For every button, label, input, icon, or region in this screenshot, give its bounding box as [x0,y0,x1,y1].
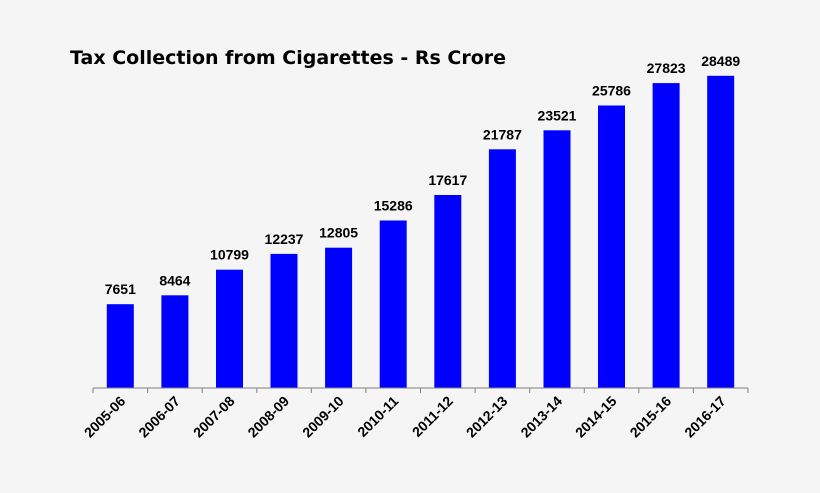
category-labels-group: 2005-06 2006-07 2007-08 2008-09 2009-10 2010-… [81,393,729,441]
category-label-2013-14: 2013-14 [517,393,565,441]
value-label-2007-08: 10799 [210,247,249,263]
bar-2014-15 [598,105,625,388]
bar-2012-13 [488,149,516,388]
value-label-2013-14: 23521 [538,107,577,123]
category-label-2009-10: 2009-10 [299,393,347,441]
category-label-2014-15: 2014-15 [572,393,620,441]
value-label-2005-06: 7651 [105,281,136,297]
value-label-2011-12: 17617 [428,172,467,188]
value-label-2010-11: 15286 [374,198,413,214]
bar-2008-09 [270,253,298,388]
category-label-2007-08: 2007-08 [190,393,238,441]
category-label-2006-07: 2006-07 [135,393,183,441]
bar-2013-14 [543,130,571,389]
bar-2010-11 [379,220,407,388]
category-label-2005-06: 2005-06 [81,393,129,441]
x-ticks-group [92,388,749,393]
value-label-2016-17: 28489 [701,53,740,69]
bar-2009-10 [325,247,353,388]
value-label-2015-16: 27823 [647,60,686,76]
category-label-2008-09: 2008-09 [244,393,292,441]
bar-2015-16 [652,83,680,388]
bar-2005-06 [106,304,134,388]
category-label-2015-16: 2015-16 [627,393,675,441]
value-label-2012-13: 21787 [483,126,522,142]
value-label-2009-10: 12805 [319,225,358,241]
category-label-2016-17: 2016-17 [681,393,729,441]
value-label-2014-15: 25786 [592,83,631,99]
value-label-2008-09: 12237 [265,231,304,247]
category-label-2012-13: 2012-13 [463,393,511,441]
bar-2006-07 [161,295,189,388]
bar-2007-08 [216,269,243,388]
value-labels-group: 7651 8464 10799 12237 12805 15286 17617 21787 23… [105,53,741,297]
chart-title: Tax Collection from Cigarettes - Rs Cror… [70,47,506,69]
bar-2016-17 [707,75,735,389]
category-label-2011-12: 2011-12 [409,393,456,440]
bars-group [106,75,735,389]
value-label-2006-07: 8464 [159,272,190,288]
bar-2011-12 [434,195,462,388]
category-label-2010-11: 2010-11 [354,393,401,440]
